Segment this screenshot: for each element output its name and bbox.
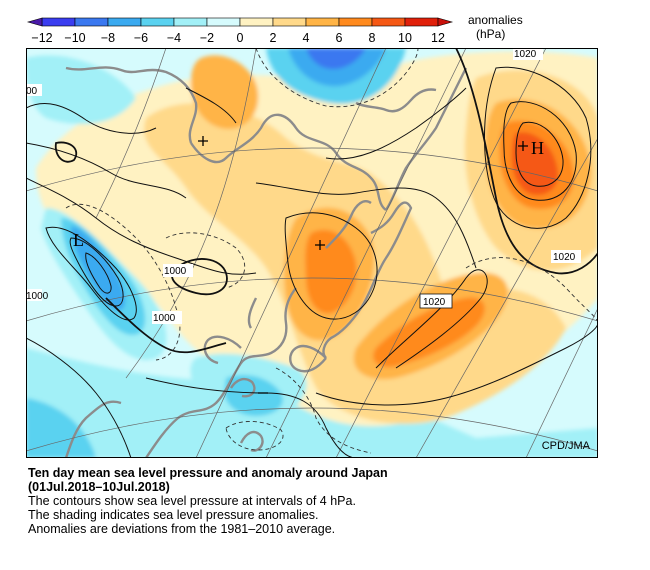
colorbar-swatch — [74, 17, 109, 27]
pressure-center-symbols: H L — [73, 138, 544, 250]
colorbar-tick-label: −6 — [134, 31, 148, 45]
colorbar-tick-label: 0 — [237, 31, 244, 45]
isobar-labels: 1020 1020 1000 1000 1020 1000 00 — [26, 48, 581, 324]
colorbar-unit: anomalies (hPa) — [468, 13, 523, 41]
colorbar-tick-label: −4 — [167, 31, 181, 45]
colorbar-swatch — [272, 17, 307, 27]
anomaly-colorbar: −12 −10 −8 −6 −4 −2 0 2 4 6 8 10 12 — [26, 17, 454, 45]
colorbar-tick-label: 4 — [303, 31, 310, 45]
map-caption: Ten day mean sea level pressure and anom… — [28, 466, 388, 536]
colorbar-swatch — [404, 17, 439, 27]
colorbar-swatch — [41, 17, 76, 27]
isobar-label: 1000 — [26, 291, 49, 302]
high-pressure-symbol: H — [531, 138, 544, 158]
caption-line: The contours show sea level pressure at … — [28, 494, 356, 508]
colorbar-tick-label: −12 — [31, 31, 52, 45]
zero-anomaly-contours — [65, 48, 598, 454]
colorbar-unit-label: anomalies — [468, 13, 523, 27]
map-credit: CPD/JMA — [542, 440, 591, 452]
map-frame — [26, 48, 598, 458]
caption-period: (01Jul.2018–10Jul.2018) — [28, 480, 170, 494]
low-pressure-symbol: L — [73, 230, 84, 250]
isobar-label: 1000 — [153, 313, 176, 324]
coastlines — [64, 66, 468, 458]
caption-line: The shading indicates sea level pressure… — [28, 508, 319, 522]
isobar-label: 1020 — [553, 252, 576, 263]
colorbar-swatch — [239, 17, 274, 27]
colorbar-tick-label: 6 — [336, 31, 343, 45]
caption-line: Anomalies are deviations from the 1981–2… — [28, 522, 336, 536]
colorbar-swatch — [140, 17, 175, 27]
caption-title: Ten day mean sea level pressure and anom… — [28, 466, 388, 480]
colorbar-swatch — [371, 17, 406, 27]
colorbar-arrow-low — [26, 17, 43, 27]
colorbar-swatch — [206, 17, 241, 27]
colorbar-swatch — [107, 17, 142, 27]
isobar-contours — [26, 48, 598, 458]
isobar-label: 1000 — [164, 266, 187, 277]
colorbar-swatches — [26, 17, 454, 27]
isobar-label: 1020 — [423, 297, 446, 308]
colorbar-tick-label: 2 — [270, 31, 277, 45]
colorbar-tick-labels: −12 −10 −8 −6 −4 −2 0 2 4 6 8 10 12 — [31, 31, 445, 45]
colorbar-arrow-high — [437, 17, 454, 27]
pressure-anomaly-map: 1020 1020 1000 1000 1020 1000 00 H L — [26, 48, 598, 458]
colorbar-tick-label: −10 — [64, 31, 85, 45]
colorbar-tick-label: 8 — [369, 31, 376, 45]
colorbar-tick-label: 12 — [431, 31, 445, 45]
isobar-label: 1020 — [514, 49, 537, 60]
colorbar-tick-label: −2 — [200, 31, 214, 45]
colorbar-swatch — [305, 17, 340, 27]
isobar-label: 00 — [26, 86, 38, 97]
center-markers — [198, 136, 528, 394]
colorbar-tick-label: −8 — [101, 31, 115, 45]
colorbar-tick-label: 10 — [398, 31, 412, 45]
colorbar-swatch — [338, 17, 373, 27]
colorbar-swatch — [173, 17, 208, 27]
colorbar-unit-hpa: (hPa) — [476, 27, 506, 41]
